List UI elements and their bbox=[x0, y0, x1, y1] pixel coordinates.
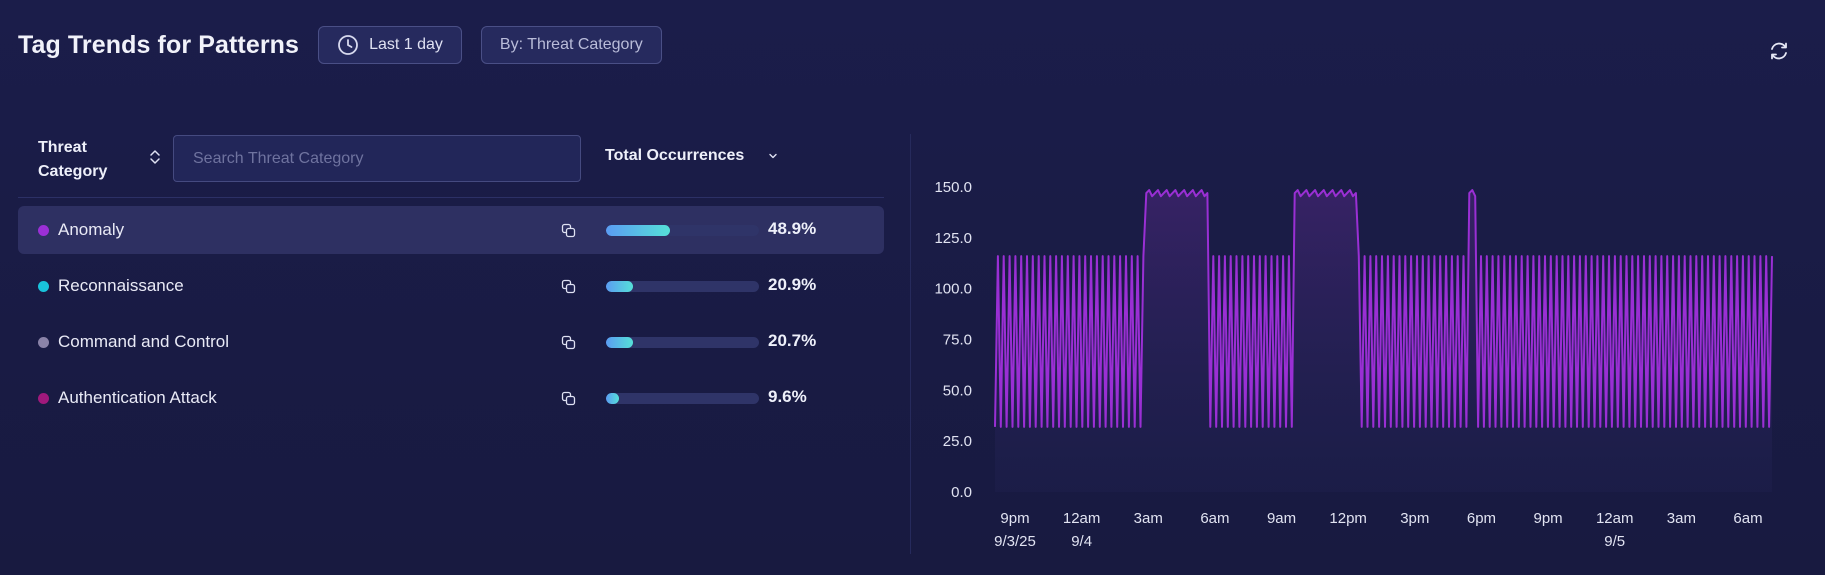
x-tick-label: 6pm bbox=[1467, 510, 1496, 527]
table-row[interactable]: Command and Control 20.7% bbox=[18, 318, 884, 366]
occurrence-bar-fill bbox=[606, 281, 634, 292]
panel-divider bbox=[910, 134, 911, 554]
y-tick-label: 100.0 bbox=[934, 281, 972, 298]
category-label: Anomaly bbox=[58, 220, 125, 239]
x-tick-label: 6am bbox=[1733, 510, 1762, 527]
occurrence-percent: 48.9% bbox=[768, 219, 817, 238]
category-label: Authentication Attack bbox=[58, 388, 217, 407]
x-tick-label: 3am bbox=[1134, 510, 1163, 527]
copy-icon[interactable] bbox=[561, 335, 576, 350]
page-title: Tag Trends for Patterns bbox=[18, 30, 300, 59]
group-by-button[interactable]: By: Threat Category bbox=[480, 26, 662, 64]
table-row[interactable]: Anomaly 48.9% bbox=[18, 206, 884, 254]
occurrence-bar bbox=[606, 337, 759, 348]
category-label: Reconnaissance bbox=[58, 276, 184, 295]
x-tick-label: 12am bbox=[1596, 510, 1634, 527]
chevron-down-icon[interactable] bbox=[768, 151, 778, 161]
x-tick-date-label: 9/5 bbox=[1604, 533, 1625, 550]
x-tick-label: 6am bbox=[1200, 510, 1229, 527]
copy-icon[interactable] bbox=[561, 391, 576, 406]
x-tick-date-label: 9/3/25 bbox=[994, 533, 1036, 550]
table-header: Threat Category Total Occurrences bbox=[18, 134, 884, 198]
refresh-icon bbox=[1771, 42, 1787, 60]
y-tick-label: 125.0 bbox=[934, 230, 972, 247]
category-label: Command and Control bbox=[58, 332, 230, 351]
y-tick-label: 0.0 bbox=[951, 484, 972, 501]
x-tick-label: 12am bbox=[1063, 510, 1101, 527]
series-color-dot bbox=[38, 393, 49, 404]
trend-chart: 150.0 125.0 100.0 75.0 50.0 25.0 0.0 9pm 9/3/25 1… bbox=[934, 179, 1773, 550]
table-body: Anomaly 48.9% Reconnaissance 20.9% Comma… bbox=[18, 206, 884, 422]
copy-icon[interactable] bbox=[561, 223, 576, 238]
refresh-button[interactable] bbox=[1766, 38, 1792, 64]
occurrence-percent: 20.7% bbox=[768, 331, 817, 350]
occurrence-bar-fill bbox=[606, 225, 671, 236]
total-occurrences-header[interactable]: Total Occurrences bbox=[605, 147, 745, 164]
occurrence-percent: 20.9% bbox=[768, 275, 817, 294]
table-row[interactable]: Reconnaissance 20.9% bbox=[18, 262, 884, 310]
occurrence-bar-fill bbox=[606, 393, 619, 404]
x-tick-label: 9pm bbox=[1533, 510, 1562, 527]
series-line[interactable] bbox=[994, 189, 1773, 428]
header: Tag Trends for Patterns Last 1 day By: T… bbox=[18, 26, 681, 64]
x-tick-label: 9am bbox=[1267, 510, 1296, 527]
table-row[interactable]: Authentication Attack 9.6% bbox=[18, 374, 884, 422]
x-tick-date-label: 9/4 bbox=[1071, 533, 1092, 550]
occurrence-bar bbox=[606, 225, 759, 236]
y-tick-label: 75.0 bbox=[943, 332, 972, 349]
occurrence-bar bbox=[606, 393, 759, 404]
time-range-label: Last 1 day bbox=[369, 36, 443, 53]
x-tick-label: 3am bbox=[1667, 510, 1696, 527]
category-table: Threat Category Total Occurrences Anomal… bbox=[18, 134, 884, 422]
series-color-dot bbox=[38, 281, 49, 292]
sort-icon[interactable] bbox=[149, 148, 161, 166]
search-input[interactable] bbox=[173, 135, 581, 182]
threat-category-header[interactable]: Threat Category bbox=[38, 139, 108, 180]
occurrence-percent: 9.6% bbox=[768, 387, 807, 406]
y-tick-label: 50.0 bbox=[943, 382, 972, 399]
copy-icon[interactable] bbox=[561, 279, 576, 294]
x-tick-label: 12pm bbox=[1329, 510, 1367, 527]
group-by-label: By: Threat Category bbox=[499, 36, 643, 53]
series-color-dot bbox=[38, 337, 49, 348]
y-tick-label: 25.0 bbox=[943, 433, 972, 450]
time-range-button[interactable]: Last 1 day bbox=[318, 26, 462, 64]
occurrence-bar-fill bbox=[606, 337, 634, 348]
series-color-dot bbox=[38, 225, 49, 236]
clock-icon bbox=[338, 35, 358, 55]
x-tick-label: 3pm bbox=[1400, 510, 1429, 527]
occurrence-bar bbox=[606, 281, 759, 292]
x-tick-label: 9pm bbox=[1000, 510, 1029, 527]
y-tick-label: 150.0 bbox=[934, 179, 972, 196]
